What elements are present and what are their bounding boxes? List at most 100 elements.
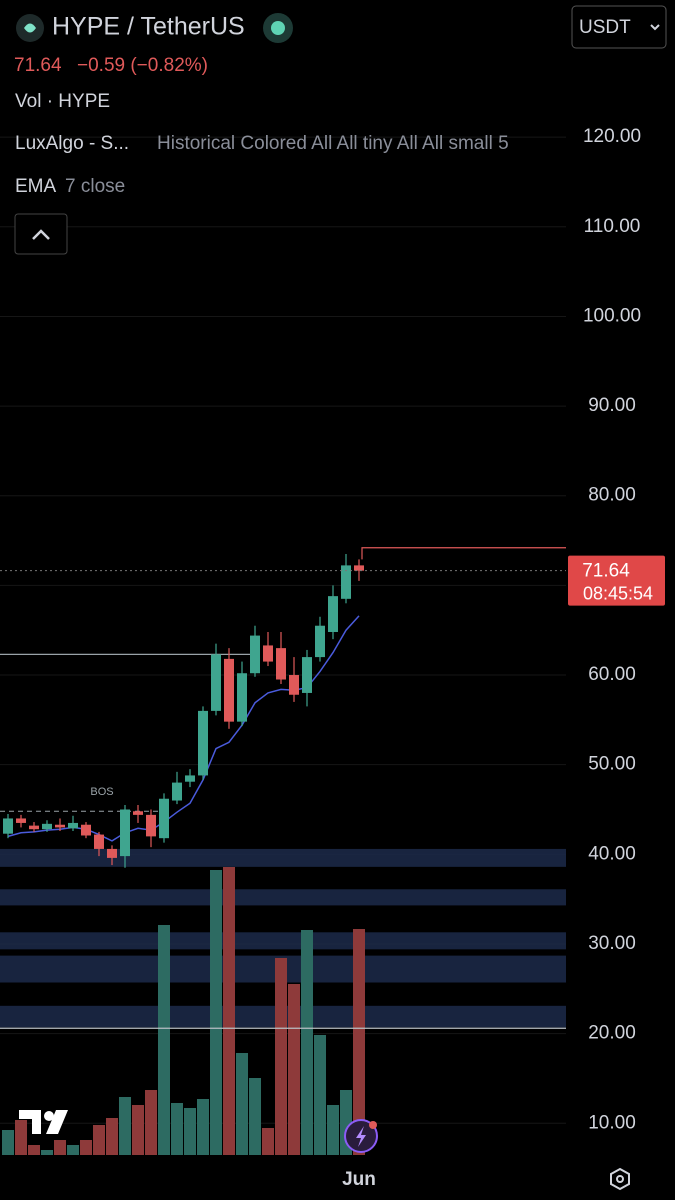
symbol-title[interactable]: HYPE / TetherUS — [52, 13, 245, 41]
candle-body — [68, 822, 78, 829]
status-dot — [271, 21, 285, 35]
collapse-chevron — [32, 229, 50, 240]
target-line — [361, 547, 566, 560]
y-tick-label: 10.00 — [588, 1112, 636, 1133]
last-price: 71.64 — [14, 55, 62, 76]
candle-body — [185, 775, 195, 782]
candle-body — [146, 814, 156, 837]
order-block-zone — [0, 889, 566, 906]
volume-bar — [210, 870, 222, 1155]
candle-body — [107, 848, 117, 858]
logo-part — [44, 1111, 54, 1121]
bos-label: BOS — [90, 786, 113, 798]
y-tick-label: 60.00 — [588, 664, 636, 685]
volume-bar — [54, 1140, 66, 1155]
y-tick-label: 120.00 — [583, 126, 641, 147]
volume-bar — [158, 925, 170, 1155]
y-tick-label: 110.00 — [584, 216, 641, 237]
candle-body — [276, 648, 286, 680]
order-block-zone — [0, 932, 566, 950]
candle-body — [159, 798, 169, 839]
volume-bar — [236, 1053, 248, 1155]
volume-bar — [28, 1145, 40, 1155]
volume-bar — [327, 1105, 339, 1155]
candle-body — [211, 654, 221, 711]
candle-body — [172, 782, 182, 801]
candle-body — [302, 657, 312, 693]
volume-bar — [171, 1103, 183, 1155]
candle-body — [224, 658, 234, 722]
settings-button[interactable] — [610, 1167, 630, 1191]
last-price-box — [568, 555, 665, 606]
candle-body — [341, 565, 351, 599]
candle-body — [55, 824, 65, 828]
plot-area: 10.0020.0030.0040.0050.0060.0070.0080.00… — [0, 126, 641, 1190]
y-tick-label: 20.00 — [588, 1023, 636, 1044]
volume-bar — [249, 1078, 261, 1155]
candle-body — [120, 809, 130, 857]
volume-bar — [80, 1140, 92, 1155]
collapse-button[interactable] — [14, 213, 68, 255]
indicator-name[interactable]: EMA — [15, 176, 57, 197]
indicator-args: 7 close — [65, 176, 125, 197]
logo-part — [19, 1110, 41, 1134]
last-price-label: 71.64 — [582, 561, 630, 582]
volume-bar — [132, 1105, 144, 1155]
candle-body — [198, 710, 208, 776]
indicator-args-clip: Historical Colored All All tiny All All … — [157, 133, 509, 154]
volume-bar — [15, 1120, 27, 1155]
volume-bar — [67, 1145, 79, 1155]
settings-icon — [616, 1175, 624, 1183]
y-tick-label: 40.00 — [588, 843, 636, 864]
candle-body — [42, 823, 52, 830]
candle-body — [16, 818, 26, 823]
price-change: −0.59 (−0.82%) — [77, 55, 208, 76]
y-tick-label: 100.00 — [583, 305, 641, 326]
y-tick-label: 90.00 — [588, 395, 636, 416]
volume-bar — [353, 929, 365, 1155]
y-tick-label: 50.00 — [588, 754, 636, 775]
volume-bar — [145, 1090, 157, 1155]
candle-body — [81, 824, 91, 836]
dropdown-chevron — [650, 24, 660, 31]
y-tick-label: 80.00 — [588, 485, 636, 506]
candle-body — [237, 673, 247, 722]
alert-icon — [356, 1126, 366, 1147]
candle-body — [250, 635, 260, 674]
tradingview-logo[interactable] — [19, 1110, 68, 1134]
candle-body — [315, 625, 325, 658]
volume-bar — [119, 1097, 131, 1155]
volume-bar — [2, 1130, 14, 1155]
indicator-name[interactable]: Vol · HYPE — [15, 91, 110, 112]
candle-body — [289, 675, 299, 695]
logo-part — [46, 1110, 68, 1134]
candle-body — [354, 565, 364, 571]
volume-bar — [314, 1035, 326, 1155]
candle-body — [3, 818, 13, 834]
indicator-name[interactable]: LuxAlgo - S... — [15, 133, 129, 154]
candle-body — [29, 825, 39, 830]
candle-body — [328, 596, 338, 632]
symbol-icon-shape — [24, 23, 36, 33]
indicator-args: Historical Colored All All tiny All All … — [157, 133, 509, 154]
volume-bar — [275, 958, 287, 1155]
ema-line — [7, 615, 360, 842]
volume-bar — [106, 1118, 118, 1155]
candle-body — [263, 645, 273, 662]
volume-bar — [184, 1108, 196, 1155]
volume-bar — [41, 1150, 53, 1155]
order-block-zone — [0, 848, 566, 867]
currency-label[interactable]: USDT — [579, 17, 631, 38]
volume-bar — [223, 867, 235, 1155]
x-tick-label: Jun — [342, 1169, 376, 1190]
volume-bar — [301, 930, 313, 1155]
countdown-label: 08:45:54 — [583, 583, 653, 603]
volume-bar — [262, 1128, 274, 1155]
volume-bar — [93, 1125, 105, 1155]
candle-body — [94, 834, 104, 849]
y-tick-label: 30.00 — [588, 933, 636, 954]
volume-bar — [288, 984, 300, 1155]
currency-dropdown[interactable] — [571, 5, 667, 49]
